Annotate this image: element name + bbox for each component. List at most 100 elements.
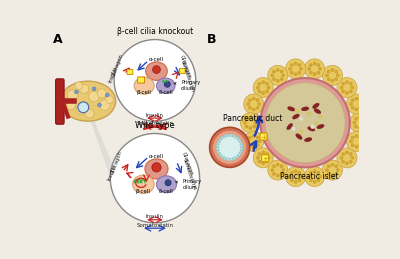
Circle shape — [76, 103, 87, 114]
Ellipse shape — [134, 77, 154, 94]
Circle shape — [335, 172, 338, 175]
Ellipse shape — [314, 109, 321, 114]
Circle shape — [256, 86, 259, 89]
Circle shape — [337, 77, 357, 98]
Circle shape — [327, 165, 330, 168]
Circle shape — [299, 117, 304, 121]
Circle shape — [232, 135, 234, 137]
Circle shape — [349, 90, 352, 93]
FancyBboxPatch shape — [127, 69, 133, 74]
Circle shape — [219, 152, 220, 154]
Text: Glucagon: Glucagon — [179, 55, 192, 80]
Circle shape — [82, 105, 86, 109]
Circle shape — [335, 165, 338, 168]
Circle shape — [358, 127, 361, 130]
Circle shape — [350, 103, 353, 106]
Circle shape — [229, 135, 230, 137]
Circle shape — [245, 125, 248, 128]
Text: β-cell cilia knockout: β-cell cilia knockout — [117, 27, 193, 36]
Circle shape — [354, 117, 358, 120]
Text: Glucagon: Glucagon — [111, 52, 124, 77]
Circle shape — [309, 179, 312, 182]
Circle shape — [267, 86, 270, 89]
Circle shape — [290, 71, 293, 74]
Circle shape — [272, 78, 276, 81]
Circle shape — [304, 59, 325, 79]
Circle shape — [244, 131, 264, 152]
Circle shape — [271, 169, 274, 172]
Circle shape — [97, 89, 106, 98]
Circle shape — [346, 91, 348, 95]
Circle shape — [267, 156, 270, 159]
Ellipse shape — [146, 62, 167, 80]
Circle shape — [359, 144, 362, 147]
Circle shape — [289, 67, 292, 70]
Text: Glucagon: Glucagon — [110, 150, 123, 175]
Circle shape — [355, 97, 358, 100]
Circle shape — [296, 110, 299, 113]
Circle shape — [331, 163, 334, 166]
Circle shape — [322, 160, 342, 180]
Text: Somatostatin: Somatostatin — [136, 223, 174, 228]
Circle shape — [290, 171, 293, 174]
Circle shape — [355, 145, 358, 148]
Circle shape — [89, 91, 100, 102]
Circle shape — [258, 160, 261, 163]
Circle shape — [308, 67, 311, 70]
Circle shape — [239, 141, 240, 142]
Circle shape — [247, 103, 250, 106]
Circle shape — [362, 125, 365, 128]
Circle shape — [237, 138, 239, 140]
Circle shape — [276, 68, 279, 71]
Text: β-cell: β-cell — [137, 90, 152, 95]
Ellipse shape — [308, 127, 315, 131]
Circle shape — [317, 171, 320, 174]
Ellipse shape — [156, 176, 176, 193]
Circle shape — [350, 140, 353, 143]
Circle shape — [318, 67, 322, 70]
Circle shape — [359, 106, 362, 109]
Ellipse shape — [288, 107, 295, 111]
Circle shape — [322, 65, 342, 85]
Circle shape — [351, 144, 354, 147]
Text: Somatostatin: Somatostatin — [180, 60, 195, 93]
Circle shape — [342, 82, 345, 85]
Circle shape — [280, 70, 283, 73]
Ellipse shape — [156, 78, 175, 93]
Circle shape — [319, 115, 322, 118]
Text: Somatostatin: Somatostatin — [181, 158, 196, 191]
Text: α-cell: α-cell — [149, 154, 164, 159]
Circle shape — [262, 81, 265, 84]
Circle shape — [266, 160, 268, 163]
Text: Insulin: Insulin — [106, 163, 117, 181]
Circle shape — [106, 96, 113, 103]
Ellipse shape — [145, 159, 168, 179]
Circle shape — [253, 117, 256, 120]
Circle shape — [300, 67, 302, 70]
Circle shape — [85, 109, 94, 118]
Circle shape — [240, 113, 260, 133]
Circle shape — [213, 131, 246, 164]
Circle shape — [346, 162, 348, 165]
Circle shape — [218, 149, 220, 151]
Circle shape — [276, 79, 279, 82]
Circle shape — [266, 82, 268, 85]
Circle shape — [326, 74, 328, 77]
Circle shape — [308, 112, 310, 115]
Circle shape — [164, 81, 170, 87]
Circle shape — [351, 156, 354, 159]
Circle shape — [256, 156, 259, 159]
Circle shape — [354, 125, 358, 128]
Text: Insulin: Insulin — [146, 214, 164, 219]
Circle shape — [335, 78, 338, 81]
Circle shape — [226, 157, 228, 160]
Circle shape — [105, 93, 109, 97]
Circle shape — [66, 100, 76, 110]
Circle shape — [152, 163, 161, 172]
Text: α-cell: α-cell — [149, 57, 164, 62]
FancyBboxPatch shape — [260, 133, 267, 140]
Circle shape — [220, 155, 222, 156]
Circle shape — [335, 70, 338, 73]
Circle shape — [240, 146, 242, 148]
Circle shape — [280, 172, 283, 175]
